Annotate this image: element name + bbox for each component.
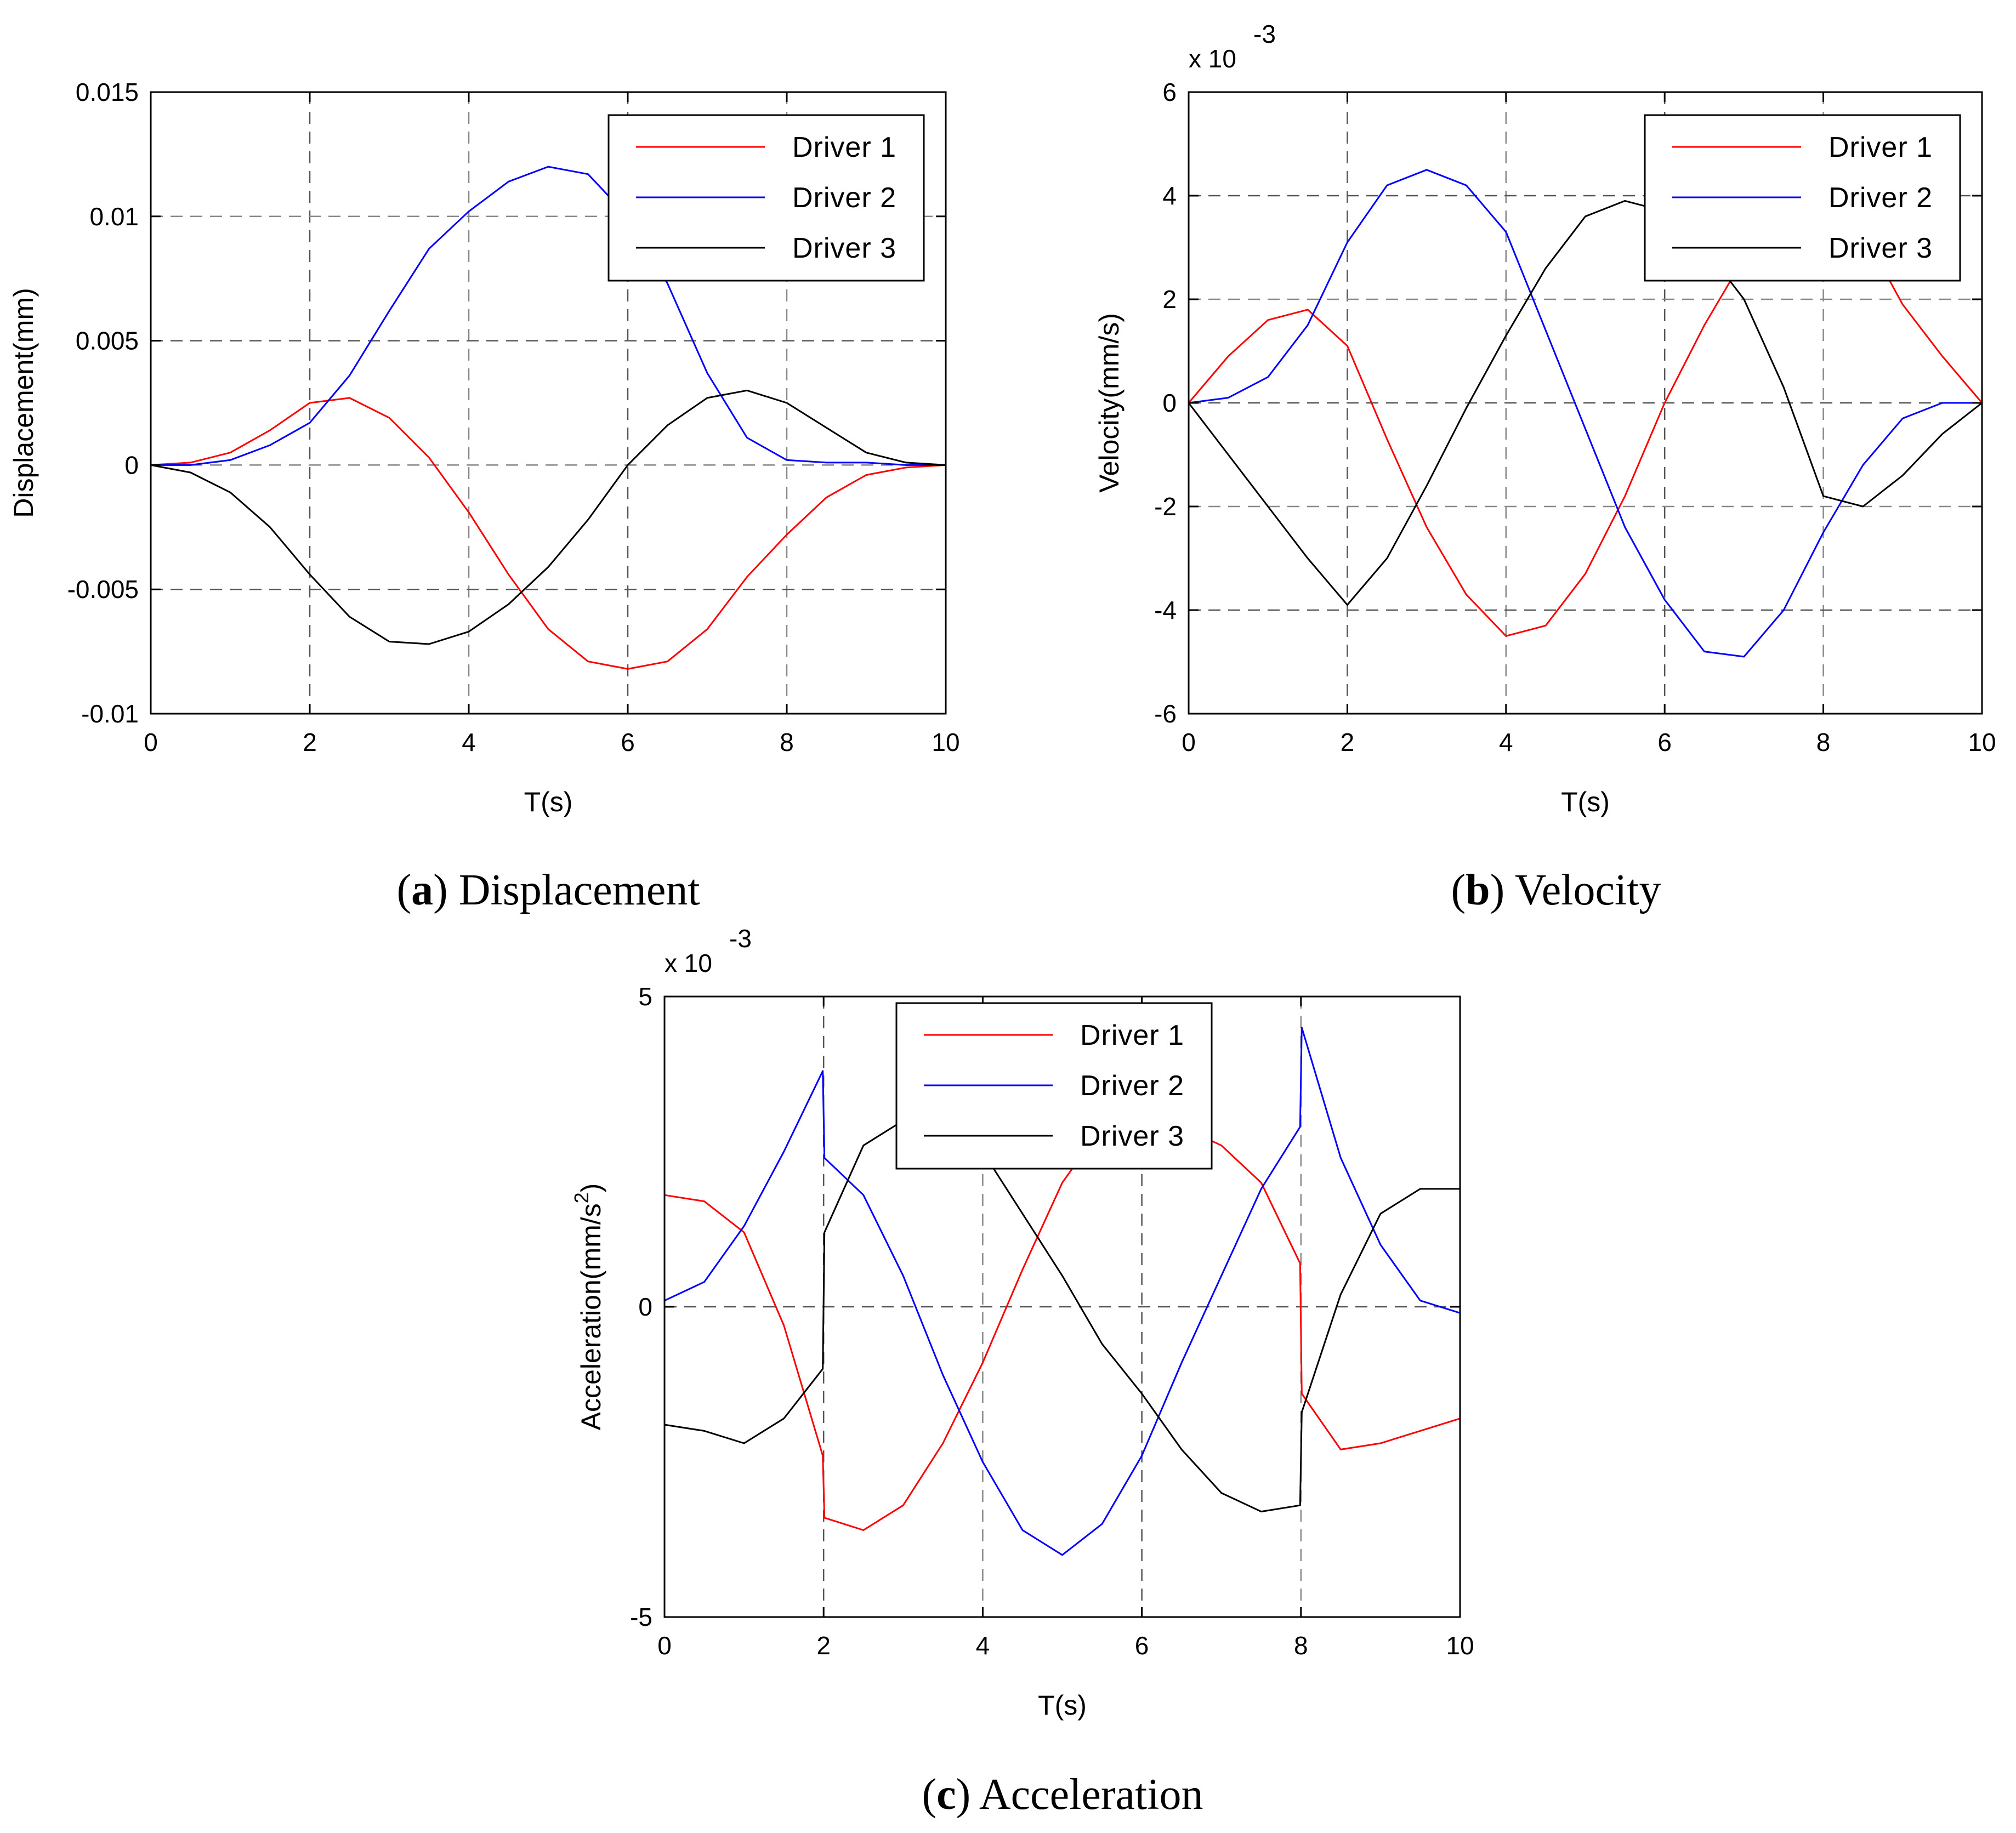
caption-close-paren: ) bbox=[433, 866, 459, 914]
y-tick-label: 0 bbox=[638, 1293, 652, 1321]
legend-label: Driver 2 bbox=[792, 182, 896, 214]
x-tick-label: 0 bbox=[144, 728, 158, 756]
x-tick-label: 6 bbox=[621, 728, 635, 756]
legend-label: Driver 3 bbox=[1828, 232, 1933, 264]
y-tick-label: 6 bbox=[1162, 78, 1177, 106]
y-tick-label: -5 bbox=[630, 1603, 652, 1631]
legend: Driver 1 Driver 2 Driver 3 bbox=[1644, 114, 1961, 282]
legend-label: Driver 1 bbox=[792, 132, 896, 163]
x-tick-label: 4 bbox=[462, 728, 476, 756]
y-axis-label-main: Velocity(mm/s) bbox=[1094, 313, 1125, 493]
x-tick-label: 0 bbox=[657, 1631, 672, 1660]
y-axis-label: Displacement(mm) bbox=[8, 288, 39, 518]
y-tick-label: 0 bbox=[1162, 389, 1177, 417]
y-axis-label: Acceleration(mm/s2) bbox=[570, 1183, 606, 1431]
y-axis-label-end: ) bbox=[576, 1183, 606, 1193]
x-tick-label: 8 bbox=[1294, 1631, 1308, 1660]
legend-label: Driver 2 bbox=[1828, 182, 1933, 214]
chart-panel-a: 0 2 4 6 8 10 -0.01 -0.005 0 0.005 0.01 0.015 T(s) Dis… bbox=[8, 78, 960, 914]
panel-caption: (a) Displacement bbox=[396, 866, 700, 914]
y-axis-label-sup: 2 bbox=[570, 1192, 593, 1203]
legend: Driver 1 Driver 2 Driver 3 bbox=[607, 114, 925, 282]
y-tick-label: 0.01 bbox=[89, 202, 139, 231]
x-tick-label: 0 bbox=[1182, 728, 1196, 756]
axis-exponent-power: -3 bbox=[729, 924, 752, 953]
x-tick-label: 10 bbox=[1446, 1631, 1474, 1660]
caption-open-paren: ( bbox=[922, 1771, 936, 1819]
legend-label: Driver 2 bbox=[1080, 1070, 1184, 1102]
y-tick-label: 0.015 bbox=[76, 78, 139, 106]
legend-label: Driver 1 bbox=[1828, 132, 1933, 163]
caption-letter: c bbox=[936, 1771, 956, 1819]
caption-open-paren: ( bbox=[1451, 866, 1466, 914]
caption-close-paren: ) bbox=[1490, 866, 1515, 914]
x-axis-label: T(s) bbox=[1038, 1690, 1087, 1721]
y-tick-label: 5 bbox=[638, 982, 652, 1011]
x-axis-label: T(s) bbox=[524, 787, 573, 817]
caption-open-paren: ( bbox=[396, 866, 411, 914]
y-axis-label: Velocity(mm/s) bbox=[1094, 313, 1125, 493]
x-tick-label: 6 bbox=[1135, 1631, 1149, 1660]
x-tick-label: 4 bbox=[976, 1631, 990, 1660]
y-tick-label: -4 bbox=[1154, 596, 1177, 624]
x-tick-label: 8 bbox=[780, 728, 794, 756]
y-axis-label-main: Acceleration(mm/s bbox=[576, 1203, 606, 1430]
caption-letter: a bbox=[411, 866, 433, 914]
y-axis-label-main: Displacement(mm) bbox=[8, 288, 39, 518]
legend-label: Driver 1 bbox=[1080, 1020, 1184, 1051]
y-tick-label: -6 bbox=[1154, 699, 1177, 728]
y-tick-label: -0.005 bbox=[67, 575, 139, 604]
y-tick-label: 2 bbox=[1162, 285, 1177, 314]
caption-text: Velocity bbox=[1515, 866, 1661, 914]
x-axis-label: T(s) bbox=[1561, 787, 1610, 817]
panel-caption: (c) Acceleration bbox=[922, 1771, 1203, 1819]
x-tick-label: 10 bbox=[932, 728, 959, 756]
legend: Driver 1 Driver 2 Driver 3 bbox=[895, 1002, 1213, 1170]
legend-label: Driver 3 bbox=[1080, 1120, 1184, 1152]
y-tick-label: -2 bbox=[1154, 492, 1177, 521]
x-tick-label: 2 bbox=[816, 1631, 831, 1660]
axis-exponent-power: -3 bbox=[1253, 20, 1276, 48]
y-tick-label: 0 bbox=[124, 451, 139, 479]
axes-frame bbox=[150, 91, 947, 715]
x-tick-label: 2 bbox=[1341, 728, 1355, 756]
caption-text: Acceleration bbox=[979, 1771, 1203, 1819]
caption-letter: b bbox=[1466, 866, 1490, 914]
axis-exponent-label: x 10 bbox=[1189, 44, 1236, 73]
x-tick-label: 2 bbox=[303, 728, 317, 756]
x-tick-label: 8 bbox=[1816, 728, 1831, 756]
chart-panel-b: 0 2 4 6 8 10 -6 -4 -2 0 2 4 6 x 10 -3 T(s) Velocity(mm/s… bbox=[1094, 20, 1996, 914]
legend-label: Driver 3 bbox=[792, 232, 896, 264]
y-tick-label: 4 bbox=[1162, 181, 1177, 210]
panel-caption: (b) Velocity bbox=[1451, 866, 1661, 914]
caption-close-paren: ) bbox=[956, 1771, 979, 1819]
caption-text: Displacement bbox=[459, 866, 700, 914]
x-tick-label: 6 bbox=[1657, 728, 1672, 756]
x-tick-label: 4 bbox=[1499, 728, 1513, 756]
y-tick-label: -0.01 bbox=[81, 699, 139, 728]
x-tick-label: 10 bbox=[1968, 728, 1996, 756]
axis-exponent-label: x 10 bbox=[665, 949, 712, 977]
y-tick-label: 0.005 bbox=[76, 327, 139, 355]
